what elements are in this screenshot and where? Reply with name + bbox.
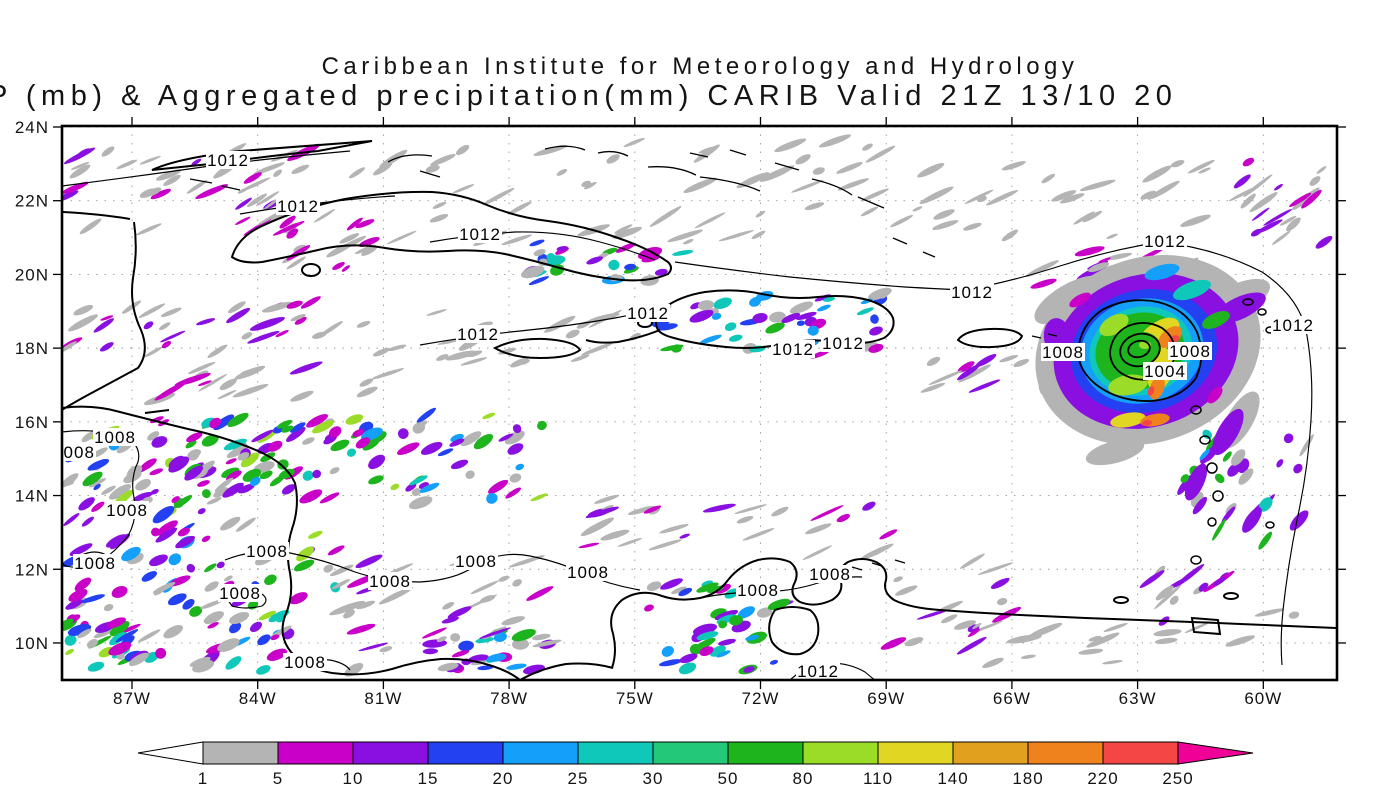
precipitation-colorbar: 1 5 10 15 20 25 30 50 80 110 140 180 220 250 — [137, 741, 1254, 788]
colorbar-segment — [427, 741, 504, 765]
colorbar-tick-label: 220 — [1087, 769, 1118, 788]
pressure-contour-label: 1012 — [951, 283, 993, 302]
colorbar-segment — [877, 741, 954, 765]
colorbar-tick-label: 20 — [493, 769, 514, 788]
colorbar-segment — [802, 741, 879, 765]
colorbar-tick-label: 110 — [863, 769, 893, 788]
colorbar-segment — [502, 741, 579, 765]
colorbar-segment — [952, 741, 1029, 765]
pressure-contour-label: 1012 — [277, 197, 319, 216]
lat-axis-label: 20N — [15, 265, 49, 284]
lon-axis-label: 72W — [742, 689, 780, 708]
colorbar-segment — [202, 741, 279, 765]
axis-labels: 24N 22N 20N 18N 16N 14N 12N 10N 87W 84W 81W 78W 75W 7… — [15, 117, 1346, 708]
lat-axis-label: 18N — [15, 339, 49, 358]
pressure-contour-label: 1012 — [627, 304, 669, 323]
page-title: Caribbean Institute for Meteorology and … — [321, 53, 1079, 80]
colorbar-segment — [277, 741, 354, 765]
colorbar-segment — [652, 741, 729, 765]
plot-subtitle: P (mb) & Aggregated precipitation(mm) CA… — [0, 80, 1178, 112]
lat-axis-label: 10N — [15, 634, 49, 653]
lat-axis-label: 12N — [15, 560, 49, 579]
coastlines — [63, 140, 1336, 679]
lon-axis-label: 75W — [616, 689, 654, 708]
lon-axis-label: 60W — [1244, 689, 1282, 708]
pressure-contour-label: 1012 — [1272, 316, 1314, 335]
lon-axis-label: 84W — [239, 689, 277, 708]
pressure-contour-label: 1012 — [457, 325, 499, 344]
pressure-contour-label: 1004 — [1144, 362, 1186, 381]
pressure-contour-label: 1008 — [567, 563, 609, 582]
lon-axis-label: 66W — [993, 689, 1031, 708]
colorbar-segment — [577, 741, 654, 765]
colorbar-tick-label: 15 — [418, 769, 439, 788]
pressure-contour-label: 1008 — [53, 443, 95, 462]
pressure-contour-label: 1008 — [809, 565, 851, 584]
colorbar-tick-label: 25 — [568, 769, 589, 788]
colorbar-segment — [352, 741, 429, 765]
lat-axis-label: 22N — [15, 192, 49, 211]
pressure-contour-label: 1012 — [772, 340, 814, 359]
pressure-contour-label: 1008 — [737, 581, 779, 600]
pressure-contour-label: 1008 — [219, 584, 261, 603]
map-frame — [60, 124, 1339, 682]
colorbar-tick-label: 30 — [643, 769, 664, 788]
colorbar-over-arrow — [1177, 741, 1254, 765]
colorbar-tick-label: 180 — [1012, 769, 1043, 788]
colorbar-under-arrow — [137, 741, 204, 765]
colorbar-segment — [1102, 741, 1179, 765]
colorbar-tick-label: 80 — [793, 769, 814, 788]
colorbar-tick-label: 5 — [273, 769, 283, 788]
pressure-contour-label: 1008 — [1169, 342, 1211, 361]
pressure-contour-label: 1008 — [246, 542, 288, 561]
lat-axis-label: 14N — [15, 487, 49, 506]
pressure-contour-label: 1008 — [369, 572, 411, 591]
lon-axis-label: 87W — [113, 689, 151, 708]
pressure-contour-label: 1008 — [94, 428, 136, 447]
pressure-contour-label: 1012 — [797, 662, 839, 681]
lon-axis-label: 81W — [364, 689, 402, 708]
pressure-contour-label: 1008 — [106, 501, 148, 520]
pressure-contour-label: 1012 — [207, 151, 249, 170]
lat-axis-label: 24N — [15, 118, 49, 137]
colorbar-tick-label: 50 — [718, 769, 739, 788]
pressure-contour-label: 1008 — [74, 554, 116, 573]
pressure-contour-label: 1012 — [822, 334, 864, 353]
colorbar-tick-label: 10 — [343, 769, 364, 788]
colorbar-tick-label: 140 — [937, 769, 968, 788]
contour-labels: 1012 1012 1012 1012 1012 1012 1012 1012 1012 1012… — [53, 151, 1315, 681]
pressure-contour-label: 1012 — [1144, 232, 1186, 251]
lat-axis-label: 16N — [15, 413, 49, 432]
colorbar-segment — [1027, 741, 1104, 765]
pressure-contour-label: 1008 — [1042, 343, 1084, 362]
lon-axis-label: 78W — [490, 689, 528, 708]
pressure-contour-label: 1008 — [455, 552, 497, 571]
colorbar-segment — [727, 741, 804, 765]
pressure-contour-label: 1012 — [459, 225, 501, 244]
colorbar-tick-label: 250 — [1162, 769, 1193, 788]
precipitation-shading — [63, 134, 1333, 677]
colorbar-tick-label: 1 — [198, 769, 208, 788]
lon-axis-label: 69W — [867, 689, 905, 708]
pressure-contour-label: 1008 — [284, 653, 326, 672]
lon-axis-label: 63W — [1119, 689, 1157, 708]
